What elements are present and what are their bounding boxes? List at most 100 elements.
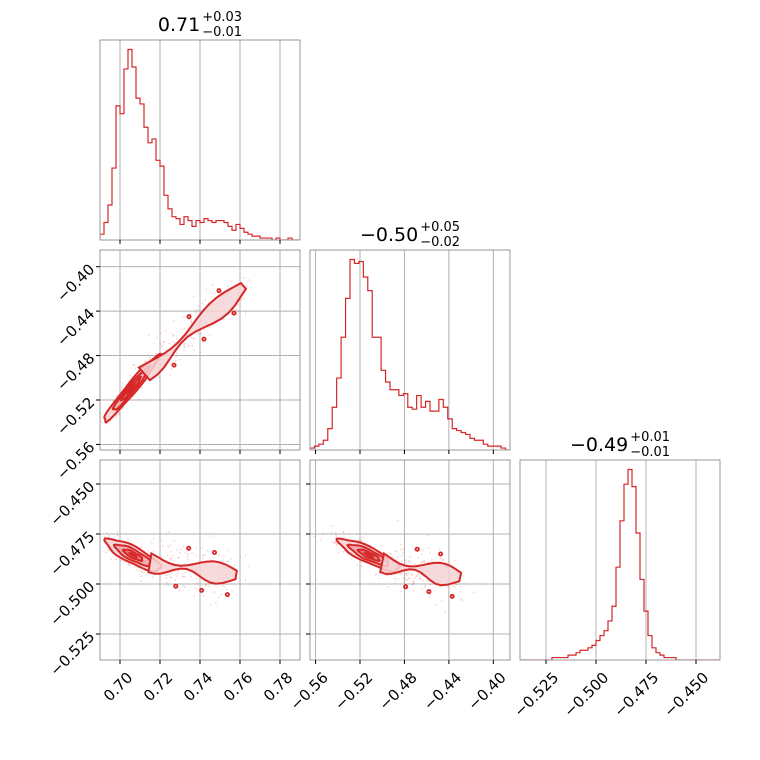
- scatter-p0-p1-point: [158, 376, 161, 379]
- scatter-p0-p1-point: [168, 342, 171, 345]
- scatter-p1-p2-point: [360, 560, 362, 563]
- scatter-p0-p2-island: [199, 587, 205, 593]
- scatter-p0-p1-point: [211, 296, 213, 299]
- scatter-p1-p2-point: [439, 557, 442, 560]
- scatter-p0-p2-point: [217, 554, 220, 556]
- scatter-p0-p2-point: [140, 571, 143, 573]
- scatter-p1-p2-point: [360, 539, 363, 541]
- scatter-p0-p2-point: [202, 595, 205, 597]
- scatter-p1-p2-point: [408, 560, 411, 563]
- scatter-p0-p2-point: [205, 583, 208, 586]
- scatter-p0-p1-point: [210, 291, 213, 293]
- scatter-p1-p2-point: [390, 552, 392, 555]
- scatter-p0-p2-point: [226, 560, 228, 563]
- scatter-p0-p1-point: [164, 330, 167, 332]
- scatter-p1-p2-point: [397, 578, 399, 580]
- scatter-p1-p2-point: [441, 559, 444, 561]
- scatter-p0-p2-point: [168, 544, 171, 547]
- scatter-p0-p2-point: [166, 581, 168, 584]
- scatter-p0-p1-point: [197, 308, 199, 311]
- scatter-p0-p2-point: [151, 575, 154, 578]
- scatter-p0-p1-point: [183, 327, 186, 330]
- scatter-p0-p1-point: [196, 332, 199, 335]
- scatter-p0-p1-point: [118, 412, 121, 415]
- scatter-p1-p2-point: [407, 577, 410, 580]
- scatter-p1-p2-point: [454, 586, 456, 588]
- scatter-p0-p1-point: [129, 374, 132, 377]
- scatter-p0-p1-point: [144, 360, 147, 363]
- scatter-p0-p2-point: [179, 548, 182, 550]
- title-p1-minus: −0.02: [420, 235, 460, 250]
- hist-p1-bars: [310, 258, 510, 450]
- scatter-p1-p2-point: [397, 556, 399, 558]
- scatter-p1-p2-point: [452, 584, 455, 587]
- scatter-p1-p2-point: [461, 599, 464, 602]
- scatter-p1-p2-point: [418, 577, 421, 580]
- scatter-p1-p2-point: [334, 542, 336, 545]
- scatter-p0-p2-point: [121, 559, 123, 562]
- scatter-p0-p2-point: [193, 595, 196, 597]
- scatter-p0-p1-point: [100, 421, 102, 423]
- scatter-p0-p2-point: [182, 575, 184, 577]
- title-p0-plus: +0.03: [202, 10, 242, 25]
- scatter-p0-p1-point: [244, 312, 247, 315]
- hist-p0-bars: [100, 48, 300, 240]
- scatter-p0-p2-point: [161, 545, 164, 548]
- scatter-p0-p2-point: [195, 554, 198, 557]
- scatter-p0-p2-island: [173, 583, 179, 589]
- scatter-p0-p2-island: [224, 592, 230, 598]
- scatter-p0-p2-point: [228, 596, 231, 599]
- scatter-p1-p2-point: [400, 554, 403, 557]
- scatter-p0-p2-point: [223, 585, 226, 588]
- xlabel-p0-tick: 0.76: [220, 669, 256, 705]
- scatter-p1-p2-point: [422, 560, 425, 563]
- scatter-p0-p2-point: [160, 556, 163, 558]
- scatter-p0-p2-point: [244, 579, 247, 582]
- scatter-p1-p2-point: [389, 553, 392, 556]
- scatter-p0-p1-tail-contour: [137, 281, 248, 382]
- scatter-p0-p2-point: [152, 550, 155, 553]
- scatter-p1-p2-point: [408, 560, 410, 562]
- xlabel-p1-tick: −0.48: [376, 669, 421, 714]
- scatter-p1-p2-point: [408, 577, 411, 580]
- scatter-p1-p2-point: [412, 580, 415, 583]
- scatter-p0-p1-core: [126, 382, 136, 395]
- scatter-p0-p2-point: [170, 557, 173, 560]
- scatter-p0-p1-point: [250, 280, 252, 283]
- scatter-p1-p2-point: [375, 573, 378, 576]
- scatter-p0-p2-point: [170, 576, 172, 579]
- scatter-p0-p2-point: [182, 545, 185, 548]
- scatter-p0-p2-point: [194, 583, 197, 585]
- scatter-p0-p2-point: [116, 534, 119, 537]
- scatter-p1-p2-core: [363, 552, 375, 559]
- scatter-p0-p2-point: [173, 559, 176, 562]
- scatter-p1-p2-point: [434, 604, 437, 606]
- scatter-p1-p2-point: [378, 577, 380, 580]
- scatter-p0-p2-point: [105, 551, 107, 554]
- ylabel-p1-tick: −0.52: [53, 394, 98, 439]
- scatter-p0-p2-point: [209, 535, 212, 537]
- ylabel-p2-tick: −0.500: [46, 578, 98, 630]
- scatter-p0-p2-point: [195, 577, 198, 580]
- scatter-p1-p2-point: [387, 574, 389, 577]
- scatter-p0-p1-point: [183, 343, 185, 346]
- scatter-p1-p2-point: [431, 558, 433, 561]
- hist-p2-step-line: [520, 468, 720, 660]
- scatter-p1-p2-point: [313, 535, 316, 538]
- scatter-p1-p2-point: [391, 556, 394, 558]
- scatter-p1-p2-point: [417, 573, 420, 576]
- scatter-p0-p1-point: [133, 364, 136, 366]
- scatter-p0-p1-point: [172, 334, 174, 337]
- scatter-p0-p2-point: [170, 550, 173, 553]
- scatter-p1-p2-point: [417, 556, 420, 559]
- scatter-p1-p2-point: [423, 560, 426, 563]
- scatter-p1-p2-point: [400, 559, 403, 562]
- scatter-p1-p2-point: [343, 550, 346, 553]
- scatter-p1-p2-point: [399, 590, 402, 593]
- scatter-p0-p1-panel: [100, 250, 300, 450]
- scatter-p1-p2-point: [334, 541, 336, 543]
- scatter-p0-p2-point: [201, 558, 204, 560]
- scatter-p1-p2-point: [421, 553, 424, 556]
- scatter-p0-p1-point: [153, 342, 156, 345]
- scatter-p0-p2-point: [223, 555, 225, 557]
